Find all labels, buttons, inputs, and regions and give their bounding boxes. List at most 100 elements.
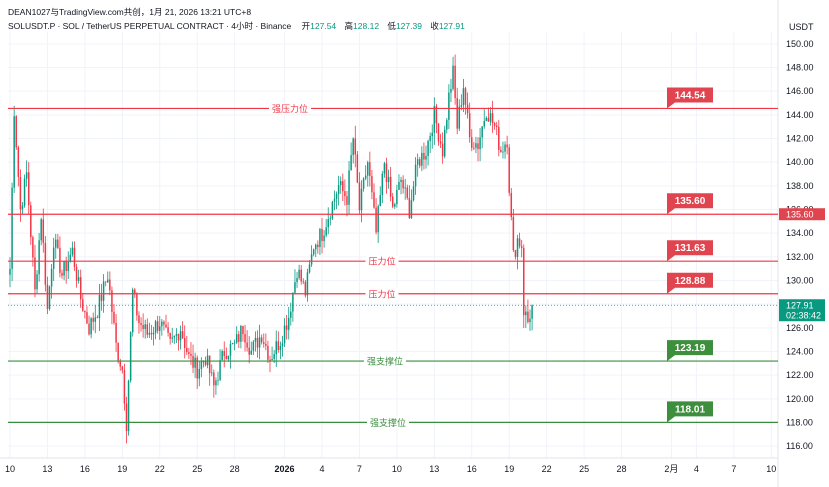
candle-body [71,247,74,255]
candle-body [306,272,309,296]
candle [460,94,463,111]
candle [452,56,454,91]
candle-body [123,370,126,404]
candle-body [219,360,221,380]
candle-body [337,185,340,195]
candle [441,132,444,164]
candle-body [437,123,440,142]
candle-body [196,357,198,379]
candle-body [119,360,121,367]
candle [352,137,354,164]
candle [300,265,302,285]
candle [481,126,483,149]
candle [283,318,286,348]
candle-body [377,206,379,233]
candle-body [94,317,97,322]
candle [192,344,194,374]
candle-body [73,247,76,267]
candle [208,355,211,386]
candle-body [529,318,531,323]
symbol-header: SOLUSDT.P · SOL / TetherUS PERPETUAL CON… [8,20,465,32]
y-tick-label: 116.00 [786,441,813,451]
candle-body [248,347,250,355]
candle [15,115,17,151]
candle-body [231,343,234,345]
candle [238,330,240,348]
candle [508,144,510,197]
candle-body [510,192,513,218]
candle-body [267,345,269,360]
candle [36,269,38,294]
candle [17,145,20,187]
candle-body [419,159,421,166]
y-tick-label: 134.00 [786,228,814,238]
candle [495,121,498,136]
candle-body [252,341,255,351]
candle-body [244,334,246,343]
candle [200,357,203,378]
candle [475,136,477,154]
candle [512,208,515,253]
candle-body [159,326,161,331]
x-tick-label: 19 [504,464,514,474]
candle [71,241,74,257]
candle-body [169,332,171,339]
candle-body [439,141,442,144]
candle [79,269,82,308]
candle [225,347,228,360]
candle [400,176,402,195]
candle-body [256,337,259,348]
candle [40,217,42,246]
candle-body [294,282,296,293]
candle [425,145,427,169]
candle-body [531,305,533,319]
axis-level-badge [779,208,825,221]
level-name-bg [269,102,311,115]
resistance-level: 压力位 128.88 [8,272,778,300]
candle [100,283,103,311]
candle-body [454,65,456,99]
candle-body [90,318,92,335]
candle [489,107,492,126]
candle-body [52,247,55,269]
candle [483,108,485,129]
candle [308,260,311,274]
resistance-level: 强压力位 144.54 [8,87,778,115]
candle [263,333,265,348]
candle-body [315,244,317,250]
candle [109,271,111,296]
candle [244,324,246,352]
candle-body [431,132,433,137]
y-tick-label: 122.00 [786,370,814,380]
candle [298,264,300,280]
level-badge [667,340,713,362]
candle [529,309,531,331]
candle-body [348,170,350,205]
candle [34,244,36,298]
candle-body [358,182,361,211]
candle [443,125,446,159]
y-tick-label: 150.00 [786,39,814,49]
candle [287,306,290,340]
candle-body [404,187,406,189]
candle [123,363,126,411]
candle [323,230,325,248]
candle-body [296,277,298,283]
candle [337,175,340,206]
x-tick-label: 28 [230,464,240,474]
candle-body [227,355,230,360]
x-tick-label: 10 [392,464,402,474]
candle [177,333,180,351]
candle-body [146,324,149,335]
candle [419,156,421,169]
candle-body [260,337,263,343]
candle-body [364,175,367,179]
candle-body [292,292,294,312]
level-badge-value: 144.54 [675,90,706,101]
level-badge [667,193,713,215]
candle [350,142,352,171]
candle [59,236,61,278]
candle-body [298,269,300,278]
candle-body [489,113,492,122]
